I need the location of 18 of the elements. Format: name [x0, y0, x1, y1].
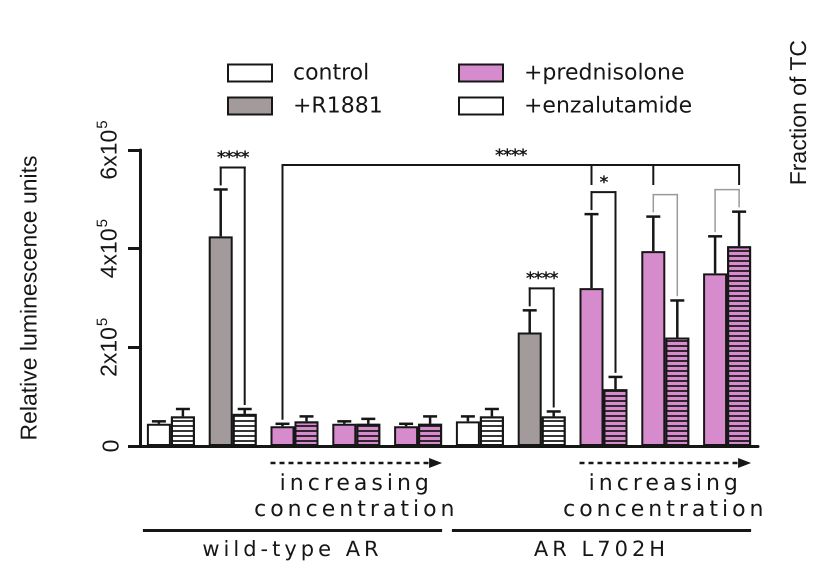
text: Fraction of TC: [785, 40, 811, 186]
y-tick-label: 4x105: [94, 219, 122, 278]
y-tick-label: 6x105: [94, 120, 122, 180]
legend-label: +prednisolone: [524, 60, 684, 86]
legend-label: control: [293, 60, 370, 86]
y-axis-title: Relative luminescence units: [16, 155, 42, 441]
annotation: ****: [216, 148, 248, 168]
annotation: *: [600, 173, 608, 194]
text: AR L702H: [534, 537, 670, 561]
text: wild-type AR: [202, 537, 383, 561]
legend-label: +R1881: [293, 94, 383, 118]
legend-label: +enzalutamide: [524, 94, 692, 118]
y-tick-label: 0: [98, 440, 124, 452]
text: increasing concentration: [563, 471, 768, 522]
text: increasing concentration: [254, 471, 458, 522]
annotation: ****: [526, 269, 558, 290]
annotation: ****: [495, 146, 527, 166]
y-tick-label: 2x105: [94, 318, 122, 377]
